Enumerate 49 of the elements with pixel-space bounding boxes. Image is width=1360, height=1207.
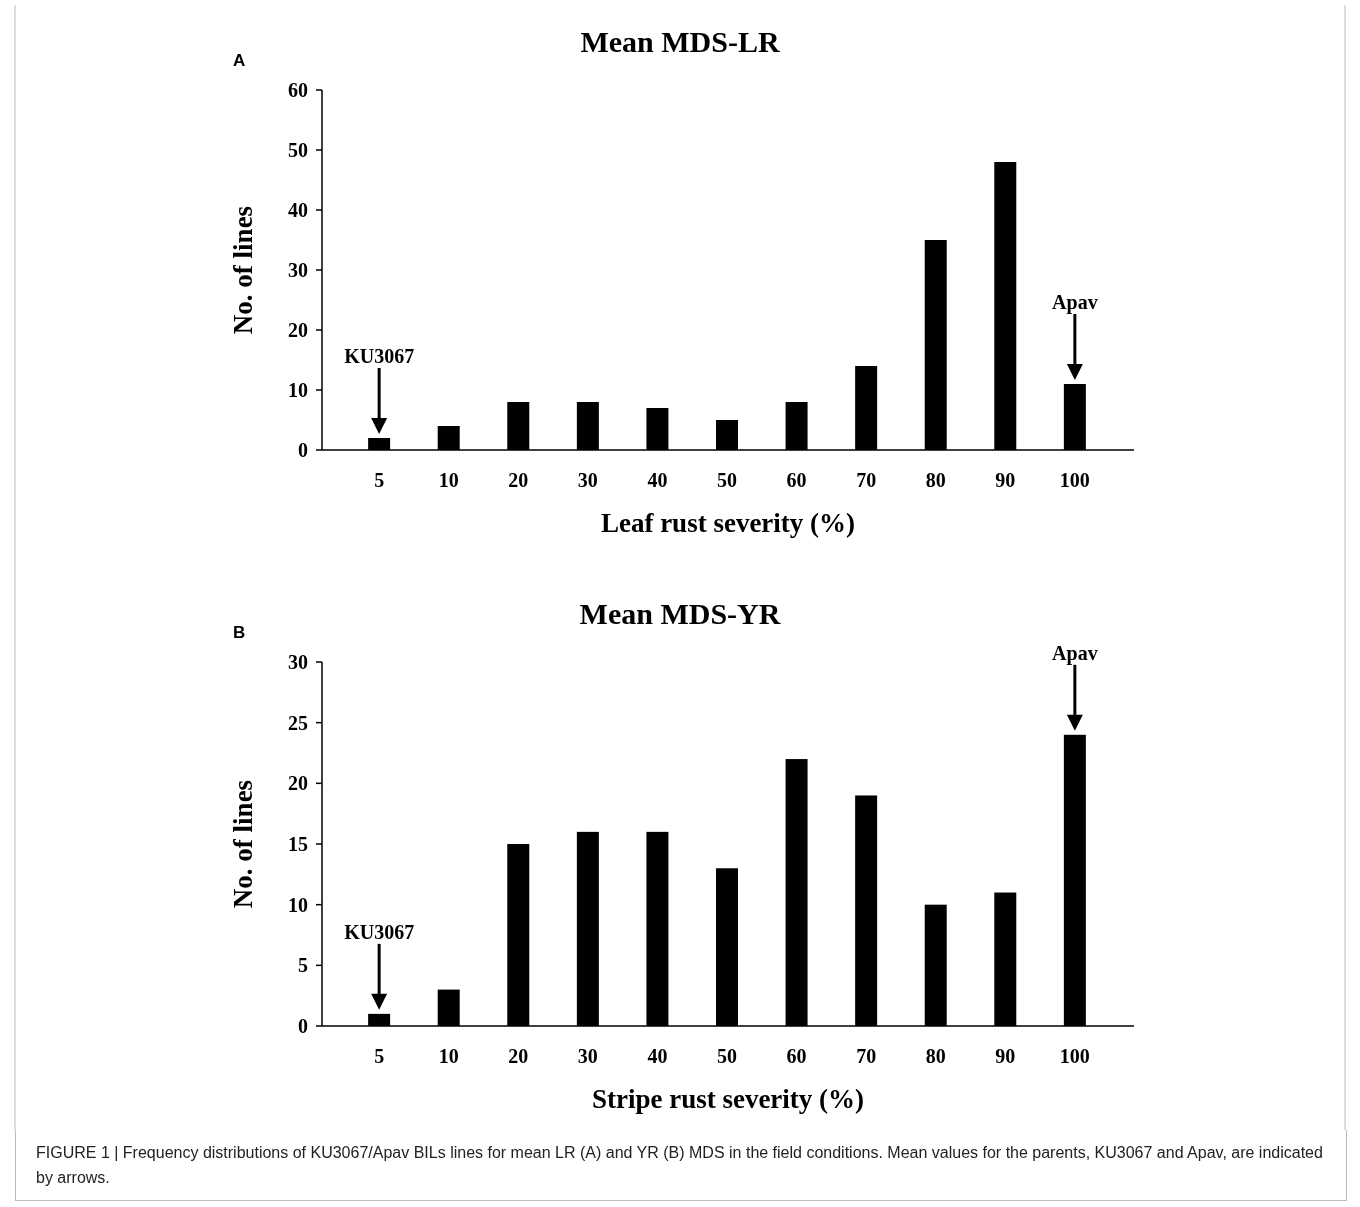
x-tick-label: 30 <box>577 469 598 491</box>
y-tick-label: 15 <box>288 833 308 855</box>
x-tick-label: 20 <box>508 1045 529 1067</box>
y-tick-label: 40 <box>288 199 308 221</box>
x-tick-label: 10 <box>438 1045 459 1067</box>
y-tick-label: 20 <box>288 772 308 795</box>
annotation: Apav <box>1052 641 1098 665</box>
annotation: KU3067 <box>344 345 415 367</box>
x-tick-label: 50 <box>717 469 737 491</box>
x-tick-label: 30 <box>577 1045 598 1067</box>
chart-title: Mean MDS-LR <box>580 25 780 58</box>
y-tick-label: 30 <box>288 259 308 281</box>
x-axis-title: Stripe rust severity (%) <box>591 1084 865 1114</box>
x-tick-label: 100 <box>1059 469 1090 491</box>
annotation: Apav <box>1052 291 1098 314</box>
y-tick-label: 0 <box>298 1015 308 1037</box>
y-tick-label: 25 <box>288 711 308 734</box>
x-tick-label: 80 <box>925 1045 946 1067</box>
y-tick-label: 5 <box>298 954 308 977</box>
annotation: KU3067 <box>344 920 415 943</box>
y-tick-label: 50 <box>288 139 308 161</box>
text: A <box>233 51 246 70</box>
x-axis-title: Leaf rust severity (%) <box>600 508 856 538</box>
x-tick-label: 60 <box>786 469 807 491</box>
x-tick-label: 90 <box>995 1045 1016 1067</box>
y-tick-label: 60 <box>288 79 308 101</box>
x-tick-label: 100 <box>1059 1045 1090 1067</box>
y-axis-title: No. of lines <box>228 205 258 335</box>
x-tick-label: 5 <box>374 469 385 491</box>
x-tick-label: 40 <box>647 1045 668 1067</box>
x-tick-label: 5 <box>374 1045 385 1067</box>
y-tick-label: 10 <box>288 893 308 916</box>
x-tick-label: 40 <box>647 469 668 491</box>
x-tick-label: 50 <box>717 1045 737 1067</box>
x-tick-label: 20 <box>508 469 529 491</box>
y-tick-label: 0 <box>298 439 308 461</box>
y-tick-label: 30 <box>288 651 308 673</box>
y-axis-title: No. of lines <box>228 779 258 909</box>
chart-title: Mean MDS-YR <box>579 597 781 630</box>
x-tick-label: 10 <box>438 469 459 491</box>
x-tick-label: 70 <box>856 1045 877 1067</box>
x-tick-label: 70 <box>856 469 877 491</box>
x-tick-label: 80 <box>925 469 946 491</box>
y-tick-label: 10 <box>288 379 308 401</box>
x-tick-label: 60 <box>786 1045 807 1067</box>
text: B <box>233 623 246 642</box>
caption: FIGURE 1 | Frequency distributions of KU3067/Apav BILs lines for mean LR (A) and YR (B) MDS in the field conditions. Mean values for the parents, KU3067 and Apav, are indicated by arrows. <box>15 1130 1347 1201</box>
y-tick-label: 20 <box>288 319 308 341</box>
x-tick-label: 90 <box>995 469 1016 491</box>
